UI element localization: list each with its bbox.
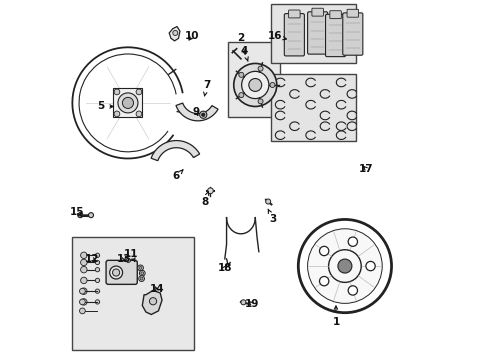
Circle shape <box>207 188 213 194</box>
Circle shape <box>81 277 87 284</box>
Circle shape <box>95 300 100 304</box>
Text: 4: 4 <box>240 46 248 61</box>
Circle shape <box>172 31 178 36</box>
Text: 2: 2 <box>237 33 245 54</box>
Text: 9: 9 <box>192 107 199 117</box>
Circle shape <box>136 111 142 117</box>
Circle shape <box>365 261 374 271</box>
Circle shape <box>81 259 87 266</box>
Circle shape <box>95 267 100 272</box>
Text: 10: 10 <box>185 31 199 41</box>
Polygon shape <box>142 291 162 315</box>
Circle shape <box>269 82 274 87</box>
Circle shape <box>80 288 85 294</box>
Circle shape <box>118 93 138 113</box>
Circle shape <box>126 258 130 262</box>
Polygon shape <box>176 103 218 121</box>
Text: 1: 1 <box>332 306 339 327</box>
Circle shape <box>95 260 100 265</box>
Circle shape <box>139 266 142 269</box>
FancyBboxPatch shape <box>311 8 323 16</box>
FancyBboxPatch shape <box>284 14 304 56</box>
Circle shape <box>137 265 143 271</box>
Circle shape <box>114 111 120 117</box>
FancyBboxPatch shape <box>346 9 358 17</box>
Circle shape <box>201 113 204 117</box>
Text: 17: 17 <box>358 164 373 174</box>
Text: 13: 13 <box>117 254 131 264</box>
Circle shape <box>258 99 263 104</box>
Circle shape <box>122 97 133 108</box>
Circle shape <box>265 199 270 204</box>
Circle shape <box>112 269 120 276</box>
Circle shape <box>81 299 87 305</box>
Circle shape <box>238 93 244 98</box>
Circle shape <box>141 272 143 275</box>
Circle shape <box>114 89 120 95</box>
Circle shape <box>238 72 244 77</box>
Circle shape <box>199 111 206 118</box>
Circle shape <box>248 78 261 91</box>
Bar <box>271 74 355 140</box>
Circle shape <box>139 270 145 276</box>
FancyBboxPatch shape <box>342 13 362 55</box>
Circle shape <box>241 300 245 305</box>
Circle shape <box>319 246 328 256</box>
Circle shape <box>80 299 85 305</box>
Circle shape <box>109 266 122 279</box>
Circle shape <box>78 213 82 218</box>
Circle shape <box>95 253 100 257</box>
Text: 3: 3 <box>267 209 276 224</box>
Circle shape <box>241 71 268 99</box>
Text: 16: 16 <box>267 31 286 41</box>
Circle shape <box>81 266 87 273</box>
Text: 11: 11 <box>124 248 139 262</box>
Text: 18: 18 <box>217 263 231 273</box>
FancyBboxPatch shape <box>325 14 345 57</box>
Circle shape <box>139 276 144 282</box>
Circle shape <box>81 288 87 294</box>
Text: 15: 15 <box>69 207 84 217</box>
Circle shape <box>80 308 85 314</box>
Polygon shape <box>151 140 199 161</box>
FancyBboxPatch shape <box>329 11 341 19</box>
Circle shape <box>95 278 100 283</box>
FancyBboxPatch shape <box>307 12 327 54</box>
Bar <box>271 4 355 63</box>
Bar <box>113 89 142 117</box>
Text: 7: 7 <box>203 80 210 96</box>
Circle shape <box>81 252 87 258</box>
Circle shape <box>140 277 142 280</box>
Circle shape <box>347 237 357 246</box>
Circle shape <box>307 229 382 303</box>
Bar <box>228 42 280 117</box>
Text: 6: 6 <box>172 170 183 181</box>
FancyBboxPatch shape <box>288 10 300 18</box>
Circle shape <box>136 89 142 95</box>
Circle shape <box>258 66 263 71</box>
Circle shape <box>233 63 276 107</box>
Text: 14: 14 <box>149 284 163 294</box>
Circle shape <box>95 289 100 293</box>
Text: 5: 5 <box>97 102 113 112</box>
Circle shape <box>347 286 357 295</box>
Circle shape <box>319 276 328 286</box>
FancyBboxPatch shape <box>106 260 137 284</box>
Bar <box>72 237 194 350</box>
Text: 12: 12 <box>84 254 99 264</box>
Circle shape <box>337 259 351 273</box>
Text: 8: 8 <box>201 191 208 207</box>
Polygon shape <box>169 27 180 41</box>
Circle shape <box>149 298 156 305</box>
Circle shape <box>88 213 93 218</box>
Text: 19: 19 <box>244 299 258 309</box>
